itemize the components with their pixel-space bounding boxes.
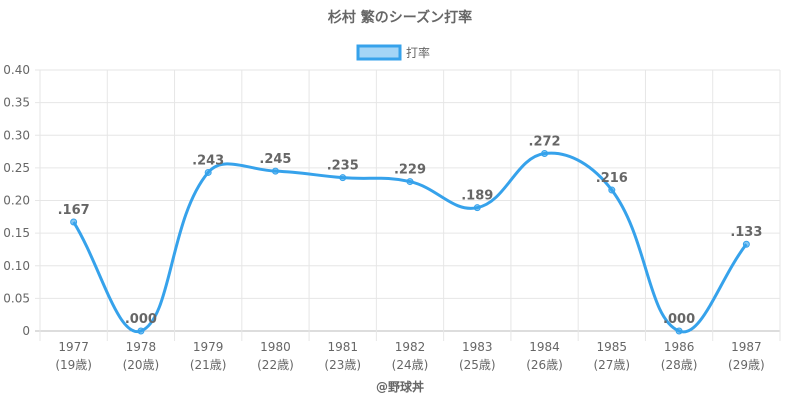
data-label: .167 (58, 203, 90, 218)
x-tick-label: 1977 (58, 340, 89, 354)
data-point (541, 150, 549, 158)
legend-label[interactable]: 打率 (406, 45, 430, 60)
data-point (473, 204, 481, 212)
x-tick-label: 1982 (395, 340, 426, 354)
x-tick-sublabel: (19歳) (55, 358, 92, 372)
data-point (271, 167, 279, 175)
x-tick-label: 1980 (260, 340, 291, 354)
y-tick-label: 0 (22, 324, 30, 338)
data-point (406, 178, 414, 186)
x-tick-label: 1979 (193, 340, 224, 354)
data-label: .189 (461, 189, 493, 204)
data-point (70, 218, 78, 226)
x-tick-sublabel: (26歳) (526, 358, 563, 372)
x-tick-label: 1987 (731, 340, 762, 354)
y-tick-label: 0.25 (3, 161, 30, 175)
data-label: .229 (394, 163, 426, 178)
x-tick-sublabel: (29歳) (728, 358, 765, 372)
data-label: .000 (125, 312, 157, 327)
x-tick-sublabel: (22歳) (257, 358, 294, 372)
data-label: .000 (663, 312, 695, 327)
y-tick-label: 0.35 (3, 96, 30, 110)
x-tick-label: 1978 (126, 340, 157, 354)
data-label: .245 (259, 152, 291, 167)
x-tick-label: 1981 (327, 340, 358, 354)
y-tick-label: 0.20 (3, 194, 30, 208)
x-tick-sublabel: (23歳) (324, 358, 361, 372)
x-tick-sublabel: (28歳) (661, 358, 698, 372)
x-tick-sublabel: (20歳) (123, 358, 160, 372)
data-label: .235 (327, 159, 359, 174)
legend-swatch[interactable] (356, 44, 402, 61)
series-line (72, 151, 748, 334)
y-tick-label: 0.30 (3, 128, 30, 142)
data-point (608, 186, 616, 194)
data-point (675, 327, 683, 335)
data-label: .243 (192, 153, 224, 168)
x-tick-sublabel: (27歳) (593, 358, 630, 372)
data-point (137, 327, 145, 335)
x-tick-label: 1985 (597, 340, 628, 354)
x-tick-sublabel: (24歳) (392, 358, 429, 372)
data-label: .216 (596, 171, 628, 186)
chart-title: 杉村 繁のシーズン打率 (328, 9, 472, 26)
footer-credit: @野球丼 (376, 379, 424, 394)
data-label: .133 (730, 225, 762, 240)
y-tick-label: 0.05 (3, 291, 30, 305)
data-point (339, 174, 347, 182)
x-tick-label: 1986 (664, 340, 695, 354)
y-tick-label: 0.10 (3, 259, 30, 273)
x-tick-label: 1984 (529, 340, 560, 354)
data-label: .272 (529, 135, 561, 150)
x-tick-label: 1983 (462, 340, 493, 354)
x-tick-sublabel: (21歳) (190, 358, 227, 372)
y-tick-label: 0.15 (3, 226, 30, 240)
x-tick-sublabel: (25歳) (459, 358, 496, 372)
data-point (742, 240, 750, 248)
y-tick-label: 0.40 (3, 63, 30, 77)
data-point (204, 168, 212, 176)
